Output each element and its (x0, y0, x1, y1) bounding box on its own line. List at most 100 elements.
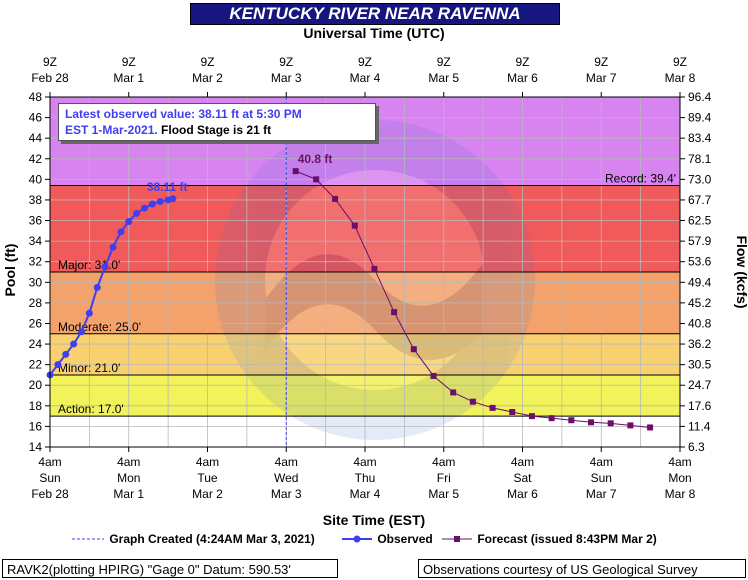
observed-value-label: 38.11 ft (147, 180, 188, 194)
bottom-tick-label-day: Sun (39, 471, 60, 485)
y-tick-label: 48 (29, 90, 43, 104)
y-tick-label: 14 (29, 440, 43, 454)
observed-point (141, 204, 148, 212)
observed-point (148, 200, 156, 208)
legend-graph-created-label: Graph Created (4:24AM Mar 3, 2021) (109, 532, 315, 546)
bottom-axis-title: Site Time (EST) (322, 512, 426, 528)
y-tick-label: 30 (29, 275, 43, 289)
bottom-tick-label-day: Mon (117, 471, 140, 485)
bottom-tick-label-date: Mar 8 (665, 487, 696, 501)
stage-label-moderate: Moderate: 25.0' (58, 320, 141, 334)
latest-value-date: EST 1-Mar-2021. (65, 123, 158, 137)
observed-point (54, 361, 62, 369)
forecast-point (391, 309, 398, 316)
forecast-point (292, 168, 299, 175)
data-courtesy: Observations courtesy of US Geological S… (418, 559, 746, 578)
legend-forecast: Forecast (issued 8:43PM Mar 2) (440, 532, 657, 548)
top-tick-label-date: Feb 28 (31, 71, 69, 85)
top-tick-label-date: Mar 5 (428, 71, 459, 85)
bottom-tick-label-date: Mar 6 (507, 487, 538, 501)
bottom-tick-label-day: Sat (513, 471, 532, 485)
observed-line-icon (342, 535, 372, 543)
bottom-tick-label-time: 4am (668, 455, 691, 469)
bottom-tick-label-time: 4am (117, 455, 140, 469)
top-axis-title: Universal Time (UTC) (303, 25, 445, 41)
forecast-point (588, 419, 595, 426)
legend-observed-label: Observed (377, 532, 433, 546)
flood-stage-text: Flood Stage is 21 ft (157, 123, 272, 137)
y2-tick-label: 83.4 (688, 131, 712, 145)
legend-forecast-label: Forecast (issued 8:43PM Mar 2) (477, 532, 657, 546)
y2-tick-label: 62.5 (688, 214, 712, 228)
observed-point (62, 350, 70, 358)
forecast-point (548, 415, 555, 422)
bottom-tick-label-day: Tue (197, 471, 218, 485)
bottom-tick-label-day: Fri (437, 471, 451, 485)
bottom-tick-label-day: Thu (355, 471, 376, 485)
y2-tick-label: 96.4 (688, 90, 712, 104)
latest-value-text: Latest observed value: 38.11 ft at 5:30 … (65, 107, 302, 121)
y-tick-label: 34 (29, 234, 43, 248)
bottom-tick-label-day: Sun (591, 471, 612, 485)
top-tick-label-time: 9Z (43, 55, 57, 69)
top-tick-label-time: 9Z (358, 55, 372, 69)
tick-labels: 14 16 18 20 22 24 26 28 30 32 34 36 38 40 42 44 46 48 6.3 1… (29, 55, 712, 501)
bottom-tick-label-time: 4am (275, 455, 298, 469)
observed-point (156, 197, 164, 205)
forecast-point (647, 424, 654, 431)
y2-tick-label: 17.6 (688, 399, 712, 413)
stage-label-record: Record: 39.4' (605, 172, 676, 186)
bottom-tick-label-day: Wed (274, 471, 298, 485)
bottom-tick-label-time: 4am (196, 455, 219, 469)
y-tick-label: 20 (29, 378, 43, 392)
top-tick-label-date: Mar 1 (113, 71, 144, 85)
chart-title-bar: KENTUCKY RIVER NEAR RAVENNA (190, 3, 560, 25)
forecast-point (489, 404, 496, 411)
top-tick-label-date: Mar 3 (271, 71, 302, 85)
top-tick-label-time: 9Z (673, 55, 687, 69)
y2-tick-label: 67.7 (688, 193, 712, 207)
y2-tick-label: 49.4 (688, 275, 712, 289)
bottom-tick-label-time: 4am (511, 455, 534, 469)
y2-tick-label: 6.3 (688, 440, 705, 454)
y-axis-left-title: Pool (ft) (2, 244, 18, 297)
forecast-point (410, 346, 417, 353)
y-tick-label: 44 (29, 131, 43, 145)
forecast-point (351, 222, 358, 229)
top-tick-label-time: 9Z (515, 55, 529, 69)
forecast-point (313, 176, 320, 183)
top-tick-label-date: Mar 8 (665, 71, 696, 85)
y2-tick-label: 24.7 (688, 378, 712, 392)
top-tick-label-date: Mar 6 (507, 71, 538, 85)
bottom-tick-label-time: 4am (353, 455, 376, 469)
y2-tick-label: 45.2 (688, 296, 712, 310)
observed-point (125, 218, 133, 226)
forecast-point (371, 265, 378, 272)
observed-point (117, 228, 125, 236)
observed-point (85, 309, 93, 317)
forecast-value-label: 40.8 ft (298, 152, 333, 166)
top-tick-label-date: Mar 2 (192, 71, 223, 85)
forecast-point (430, 372, 437, 379)
y2-tick-label: 30.5 (688, 358, 712, 372)
legend: Graph Created (4:24AM Mar 3, 2021) Obser… (62, 532, 702, 549)
observed-point (133, 209, 141, 217)
bottom-tick-label-date: Feb 28 (31, 487, 69, 501)
forecast-point (607, 420, 614, 427)
y-tick-label: 18 (29, 399, 43, 413)
bottom-tick-label-date: Mar 3 (271, 487, 302, 501)
top-tick-label-time: 9Z (594, 55, 608, 69)
y2-tick-label: 78.1 (688, 152, 712, 166)
forecast-point (469, 398, 476, 405)
top-tick-label-time: 9Z (200, 55, 214, 69)
top-tick-label-date: Mar 7 (586, 71, 617, 85)
observed-point (101, 263, 109, 271)
stage-lines: Action: 17.0' Minor: 21.0' Moderate: 25.0'… (50, 172, 680, 417)
y2-tick-label: 57.9 (688, 234, 712, 248)
forecast-point (627, 422, 634, 429)
bottom-tick-label-day: Mon (668, 471, 691, 485)
y2-tick-label: 73.0 (688, 172, 712, 186)
latest-observation-box: Latest observed value: 38.11 ft at 5:30 … (58, 103, 376, 141)
axes (45, 92, 685, 452)
legend-observed: Observed (340, 532, 433, 548)
